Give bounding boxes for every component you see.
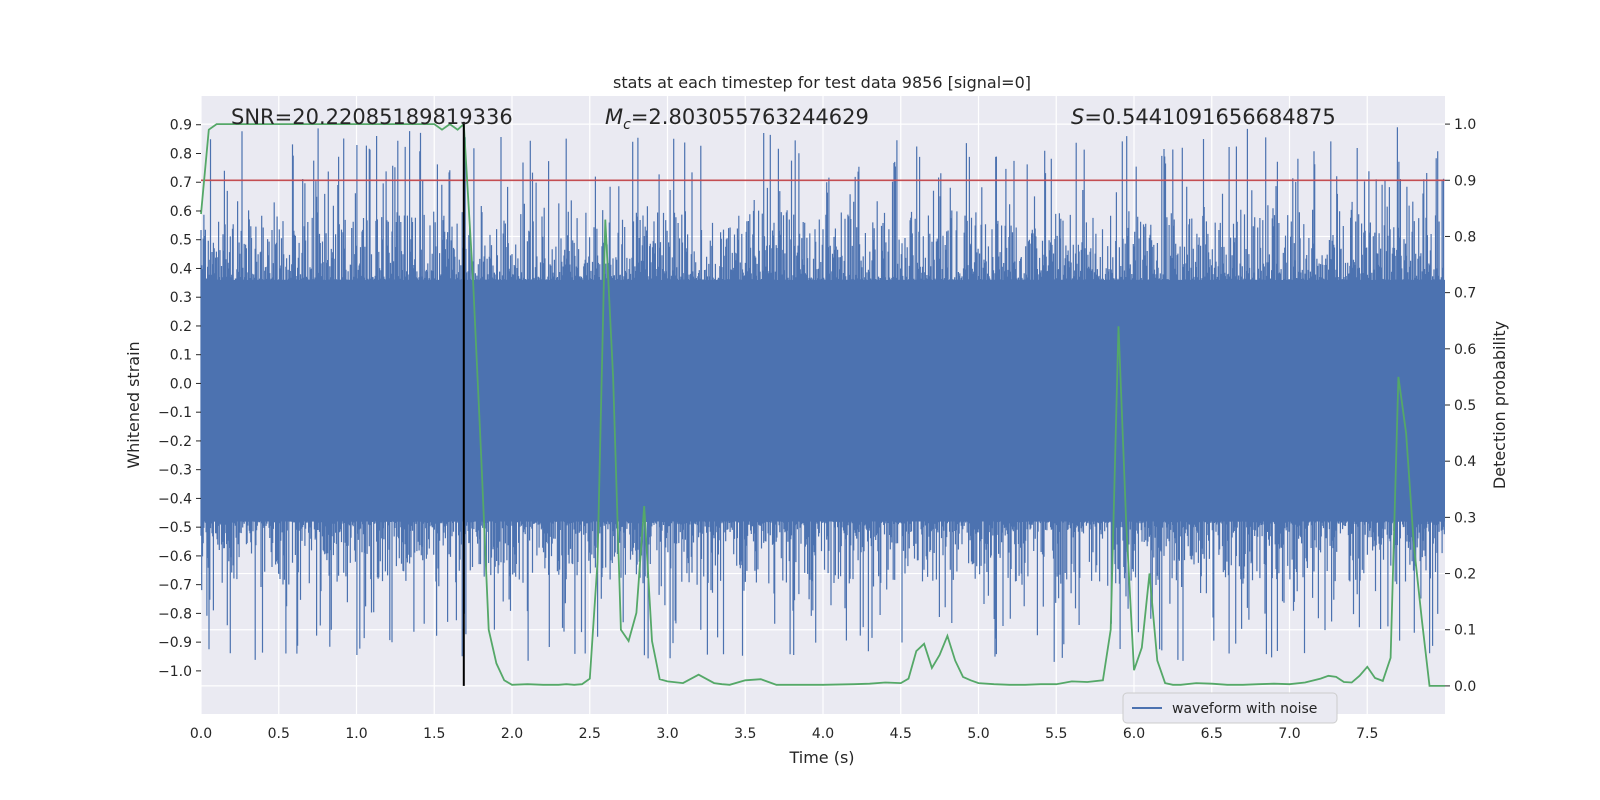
y-right-tick-label: 1.0 (1454, 117, 1476, 133)
x-tick-label: 0.0 (190, 726, 212, 742)
x-tick-label: 4.0 (812, 726, 834, 742)
x-tick-label: 7.5 (1356, 726, 1378, 742)
y-axis-right: 1.0 0.9 0.8 0.7 0.6 0.5 0.4 0.3 0.2 0.1 0.0 (1445, 117, 1476, 695)
snr-annotation: SNR=20.22085189819336 (231, 105, 513, 129)
x-axis: 0.0 0.5 1.0 1.5 2.0 2.5 3.0 3.5 4.0 4.5 5.0 5.5 6.0 6… (190, 726, 1379, 742)
x-tick-label: 6.5 (1201, 726, 1223, 742)
x-tick-label: 6.0 (1123, 726, 1145, 742)
y-right-tick-label: 0.8 (1454, 229, 1476, 245)
y-tick-label: 0.1 (170, 348, 192, 364)
y-tick-label: 0.3 (170, 290, 192, 306)
y-right-tick-label: 0.9 (1454, 173, 1476, 189)
y-right-tick-label: 0.5 (1454, 398, 1476, 414)
y-right-tick-label: 0.3 (1454, 510, 1476, 526)
y-tick-label: −0.4 (158, 491, 192, 507)
y-tick-label: −0.6 (158, 549, 192, 565)
y-tick-label: −0.2 (158, 434, 192, 450)
x-tick-label: 2.5 (579, 726, 601, 742)
y-tick-label: −0.7 (158, 578, 192, 594)
x-tick-label: 1.5 (423, 726, 445, 742)
y-tick-label: −0.5 (158, 520, 192, 536)
x-tick-label: 2.0 (501, 726, 523, 742)
legend: waveform with noise (1122, 692, 1338, 724)
y-right-tick-label: 0.1 (1454, 623, 1476, 639)
chirp-mass-annotation: Mc=2.803055763244629 (605, 105, 869, 133)
y-tick-label: −0.3 (158, 463, 192, 479)
chart-title: stats at each timestep for test data 985… (613, 73, 1031, 92)
y-tick-label: −1.0 (158, 664, 192, 680)
x-tick-label: 3.5 (734, 726, 756, 742)
x-tick-label: 7.0 (1278, 726, 1300, 742)
y-tick-label: 0.7 (170, 175, 192, 191)
y-axis-left: 0.9 0.8 0.7 0.6 0.5 0.4 0.3 0.2 0.1 0.0 −0.1 −0.2 −0… (158, 118, 201, 680)
x-tick-label: 5.0 (967, 726, 989, 742)
significance-annotation: S=0.5441091656684875 (1071, 105, 1336, 129)
y-tick-label: 0.4 (170, 261, 192, 277)
y-tick-label: −0.1 (158, 405, 192, 421)
y-right-tick-label: 0.0 (1454, 679, 1476, 695)
y-right-tick-label: 0.4 (1454, 454, 1476, 470)
waveform-series (200, 127, 1445, 662)
y-tick-label: 0.5 (170, 233, 192, 249)
y-tick-label: 0.6 (170, 204, 192, 220)
y-tick-label: 0.0 (170, 376, 192, 392)
y-right-tick-label: 0.7 (1454, 286, 1476, 302)
y-right-tick-label: 0.6 (1454, 342, 1476, 358)
y-tick-label: 0.8 (170, 146, 192, 162)
y-axis-label: Whitened strain (124, 341, 143, 468)
y-axis-right-label: Detection probability (1490, 321, 1509, 489)
y-tick-label: 0.9 (170, 118, 192, 134)
legend-label: waveform with noise (1172, 701, 1317, 717)
x-tick-label: 1.0 (345, 726, 367, 742)
x-tick-label: 4.5 (890, 726, 912, 742)
x-axis-label: Time (s) (788, 748, 854, 767)
y-tick-label: 0.2 (170, 319, 192, 335)
y-tick-label: −0.8 (158, 606, 192, 622)
y-right-tick-label: 0.2 (1454, 567, 1476, 583)
y-tick-label: −0.9 (158, 635, 192, 651)
x-tick-label: 0.5 (268, 726, 290, 742)
detection-probability-line (200, 122, 1445, 687)
x-tick-label: 3.0 (656, 726, 678, 742)
x-tick-label: 5.5 (1045, 726, 1067, 742)
